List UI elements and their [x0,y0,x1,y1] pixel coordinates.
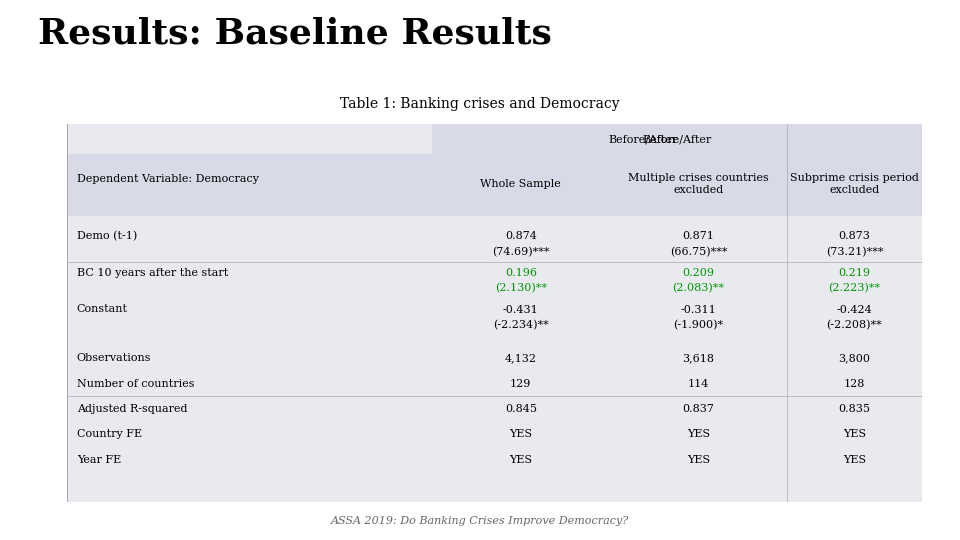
Text: (2.130)**: (2.130)** [494,284,547,294]
Text: Before/After: Before/After [609,134,678,144]
Text: Country FE: Country FE [77,429,142,440]
Text: (-2.208)**: (-2.208)** [827,320,882,330]
Text: -0.311: -0.311 [681,305,716,315]
Text: BC 10 years after the start: BC 10 years after the start [77,268,228,278]
Text: YES: YES [843,429,866,440]
Text: (74.69)***: (74.69)*** [492,247,549,257]
Text: 129: 129 [510,379,532,389]
Text: Adjusted R-squared: Adjusted R-squared [77,404,187,414]
Text: Whole Sample: Whole Sample [480,179,562,188]
Text: 0.219: 0.219 [838,268,871,278]
Text: Demo (t-1): Demo (t-1) [77,231,137,241]
Text: YES: YES [509,455,533,465]
Text: Subprime crisis period
excluded: Subprime crisis period excluded [790,173,919,194]
Text: YES: YES [686,429,710,440]
Text: -0.431: -0.431 [503,305,539,315]
Text: 0.873: 0.873 [838,231,871,241]
Text: -0.424: -0.424 [836,305,873,315]
Text: (2.083)**: (2.083)** [672,284,725,294]
Text: 128: 128 [844,379,865,389]
Text: Observations: Observations [77,353,152,363]
Text: 3,618: 3,618 [683,353,714,363]
Text: YES: YES [686,455,710,465]
Text: 0.837: 0.837 [683,404,714,414]
Text: Year FE: Year FE [77,455,121,465]
Text: (66.75)***: (66.75)*** [670,247,727,257]
Text: 0.209: 0.209 [683,268,714,278]
Text: 0.845: 0.845 [505,404,537,414]
Text: (73.21)***: (73.21)*** [826,247,883,257]
Text: 3,800: 3,800 [838,353,871,363]
Text: Table 1: Banking crises and Democracy: Table 1: Banking crises and Democracy [340,97,620,111]
Text: Number of countries: Number of countries [77,379,194,389]
Text: ASSA 2019: Do Banking Crises Improve Democracy?: ASSA 2019: Do Banking Crises Improve Dem… [331,516,629,526]
Text: YES: YES [843,455,866,465]
Text: Constant: Constant [77,305,128,314]
Text: 0.874: 0.874 [505,231,537,241]
Text: 4,132: 4,132 [505,353,537,363]
Text: (-2.234)**: (-2.234)** [492,320,549,330]
Text: 0.196: 0.196 [505,268,537,278]
Text: (-1.900)*: (-1.900)* [673,320,724,330]
Text: Before/After: Before/After [642,134,711,144]
Text: Dependent Variable: Democracy: Dependent Variable: Democracy [77,174,259,184]
Text: 0.871: 0.871 [683,231,714,241]
Text: 0.835: 0.835 [838,404,871,414]
Text: (2.223)**: (2.223)** [828,284,880,294]
Text: Multiple crises countries
excluded: Multiple crises countries excluded [628,173,769,194]
Text: Results: Baseline Results: Results: Baseline Results [38,16,552,50]
Text: YES: YES [509,429,533,440]
Text: 114: 114 [687,379,709,389]
